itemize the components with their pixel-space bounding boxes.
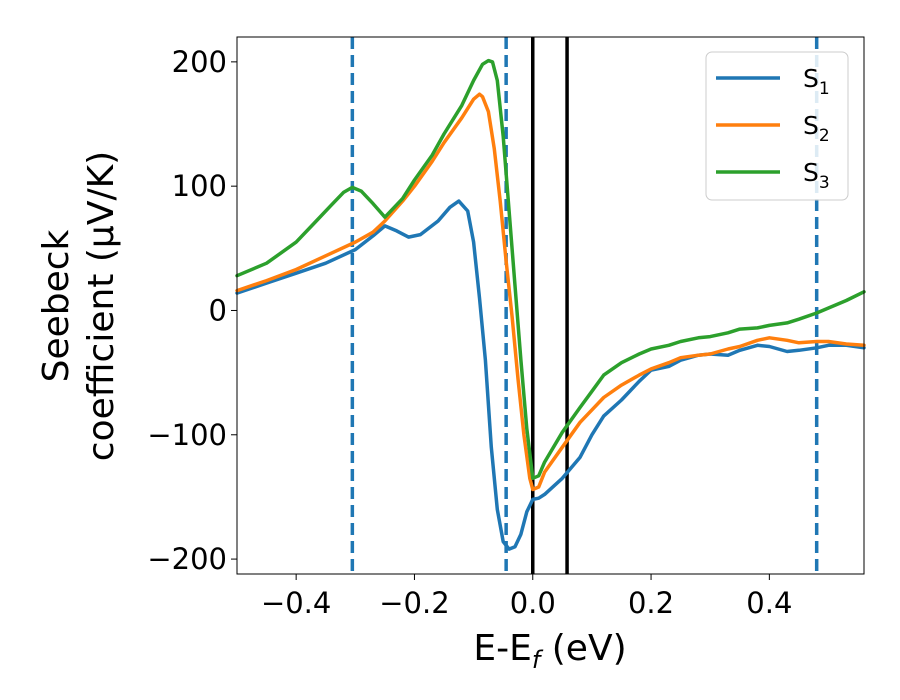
x-tick-label: 0.4 [746, 586, 792, 620]
y-tick-label: 100 [172, 169, 227, 203]
legend-label-s3: S3 [803, 158, 830, 193]
x-tick-label: −0.4 [261, 586, 331, 620]
y-axis-label: Seebeck coefficient (μV/K) [36, 151, 122, 461]
y-axis-ticks: −200 −100 0 100 200 [147, 45, 237, 576]
y-tick-label: −100 [147, 418, 227, 452]
series-line-s3 [235, 58, 866, 481]
y-axis-label-line1: Seebeck [36, 229, 77, 382]
y-axis-label-line2: coefficient (μV/K) [81, 151, 122, 461]
legend-label-s2: S2 [803, 111, 830, 146]
legend: S1 S2 S3 [705, 51, 849, 201]
series-lines [235, 58, 866, 551]
x-axis-label-unit: (eV) [540, 628, 626, 669]
x-tick-label: 0.0 [510, 586, 556, 620]
plot-frame [236, 36, 865, 575]
x-tick-label: 0.2 [628, 586, 674, 620]
x-axis-ticks: −0.4 −0.2 0.0 0.2 0.4 [261, 574, 792, 620]
y-tick-label: 0 [209, 293, 227, 327]
y-tick-label: −200 [147, 542, 227, 576]
x-axis-label-main: E-E [473, 628, 531, 669]
x-tick-label: −0.2 [379, 586, 449, 620]
x-axis-label: E-Ef (eV) [473, 628, 626, 674]
y-tick-label: 200 [172, 45, 227, 79]
series-line-s1 [235, 199, 866, 551]
legend-label-s1: S1 [803, 64, 830, 99]
series-line-s2 [235, 92, 866, 492]
